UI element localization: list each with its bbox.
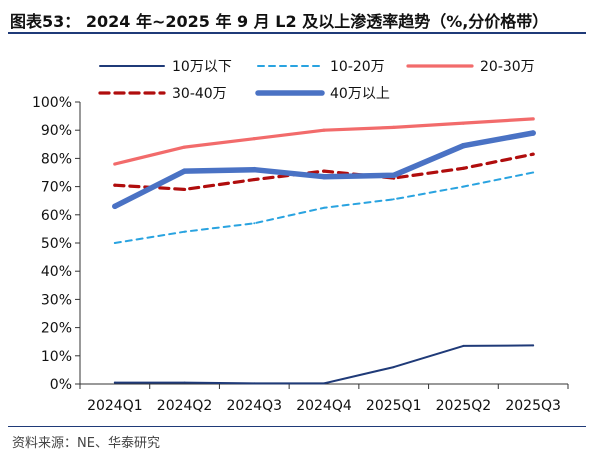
title-bar: 图表53： 2024 年~2025 年 9 月 L2 及以上渗透率趋势（%,分价… (0, 0, 594, 36)
series-line (113, 117, 535, 166)
data-point (112, 203, 118, 210)
data-point (321, 173, 327, 180)
line-chart: 10万以下 10-20万 20-30万 30-40万 40万以上 0% 10% 20% 30%… (32, 59, 569, 414)
data-point (323, 206, 325, 209)
data-point (322, 128, 326, 132)
source-note: 资料来源：NE、华泰研究 (12, 436, 160, 451)
data-point (532, 171, 535, 174)
series-layer (112, 117, 536, 385)
x-tick-label: 2025Q1 (366, 398, 422, 414)
data-point (113, 381, 116, 384)
data-point (531, 117, 535, 121)
legend-label: 30-40万 (172, 86, 227, 102)
y-tick-label: 0% (50, 377, 72, 393)
data-point (392, 198, 395, 201)
data-point (182, 187, 187, 192)
series-line (113, 344, 535, 385)
data-point (462, 344, 465, 347)
data-point (182, 145, 187, 149)
legend-label: 10-20万 (330, 59, 385, 75)
x-axis: 2024Q1 2024Q2 2024Q3 2024Q4 2025Q1 2025Q2 2025… (79, 383, 569, 414)
y-tick-label: 20% (41, 321, 72, 337)
x-tick-label: 2025Q3 (505, 398, 561, 414)
y-tick-label: 80% (41, 151, 72, 167)
data-point (113, 183, 117, 187)
data-point (532, 344, 535, 347)
y-tick-label: 50% (41, 236, 72, 252)
data-point (461, 166, 466, 170)
y-axis: 0% 10% 20% 30% 40% 50% 60% 70% 80% 90% 100% (32, 95, 81, 393)
data-point (323, 382, 325, 385)
chart-title: 图表53： 2024 年~2025 年 9 月 L2 及以上渗透率趋势（%,分价… (10, 12, 549, 31)
title-divider (8, 32, 586, 34)
data-point (253, 382, 256, 385)
x-tick-label: 2024Q3 (227, 398, 283, 414)
data-point (531, 152, 535, 156)
y-tick-label: 60% (41, 208, 72, 224)
y-tick-label: 40% (41, 264, 72, 280)
data-point (113, 162, 117, 166)
y-tick-label: 10% (41, 349, 72, 365)
data-point (390, 172, 397, 179)
data-point (460, 142, 467, 149)
data-point (253, 222, 256, 225)
data-point (252, 177, 256, 182)
x-tick-label: 2024Q4 (296, 398, 352, 414)
source-divider (8, 426, 586, 427)
data-point (461, 121, 466, 125)
y-tick-label: 90% (41, 123, 72, 139)
y-tick-label: 30% (41, 292, 72, 308)
x-tick-label: 2024Q2 (157, 398, 213, 414)
data-point (462, 185, 465, 188)
legend-label: 20-30万 (480, 59, 535, 75)
data-point (392, 366, 395, 369)
y-tick-label: 100% (32, 95, 72, 111)
data-point (322, 169, 326, 173)
x-tick-label: 2024Q1 (87, 398, 143, 414)
data-point (392, 125, 396, 129)
data-point (183, 230, 186, 233)
legend-label: 10万以下 (172, 59, 232, 75)
data-point (183, 381, 186, 384)
data-point (252, 137, 256, 141)
data-point (113, 242, 116, 244)
x-tick-label: 2025Q2 (436, 398, 492, 414)
data-point (251, 166, 258, 173)
legend-label: 40万以上 (330, 86, 390, 102)
y-tick-label: 70% (41, 180, 72, 196)
legend: 10万以下 10-20万 20-30万 30-40万 40万以上 (98, 59, 535, 102)
data-point (530, 130, 536, 136)
data-point (181, 168, 188, 174)
